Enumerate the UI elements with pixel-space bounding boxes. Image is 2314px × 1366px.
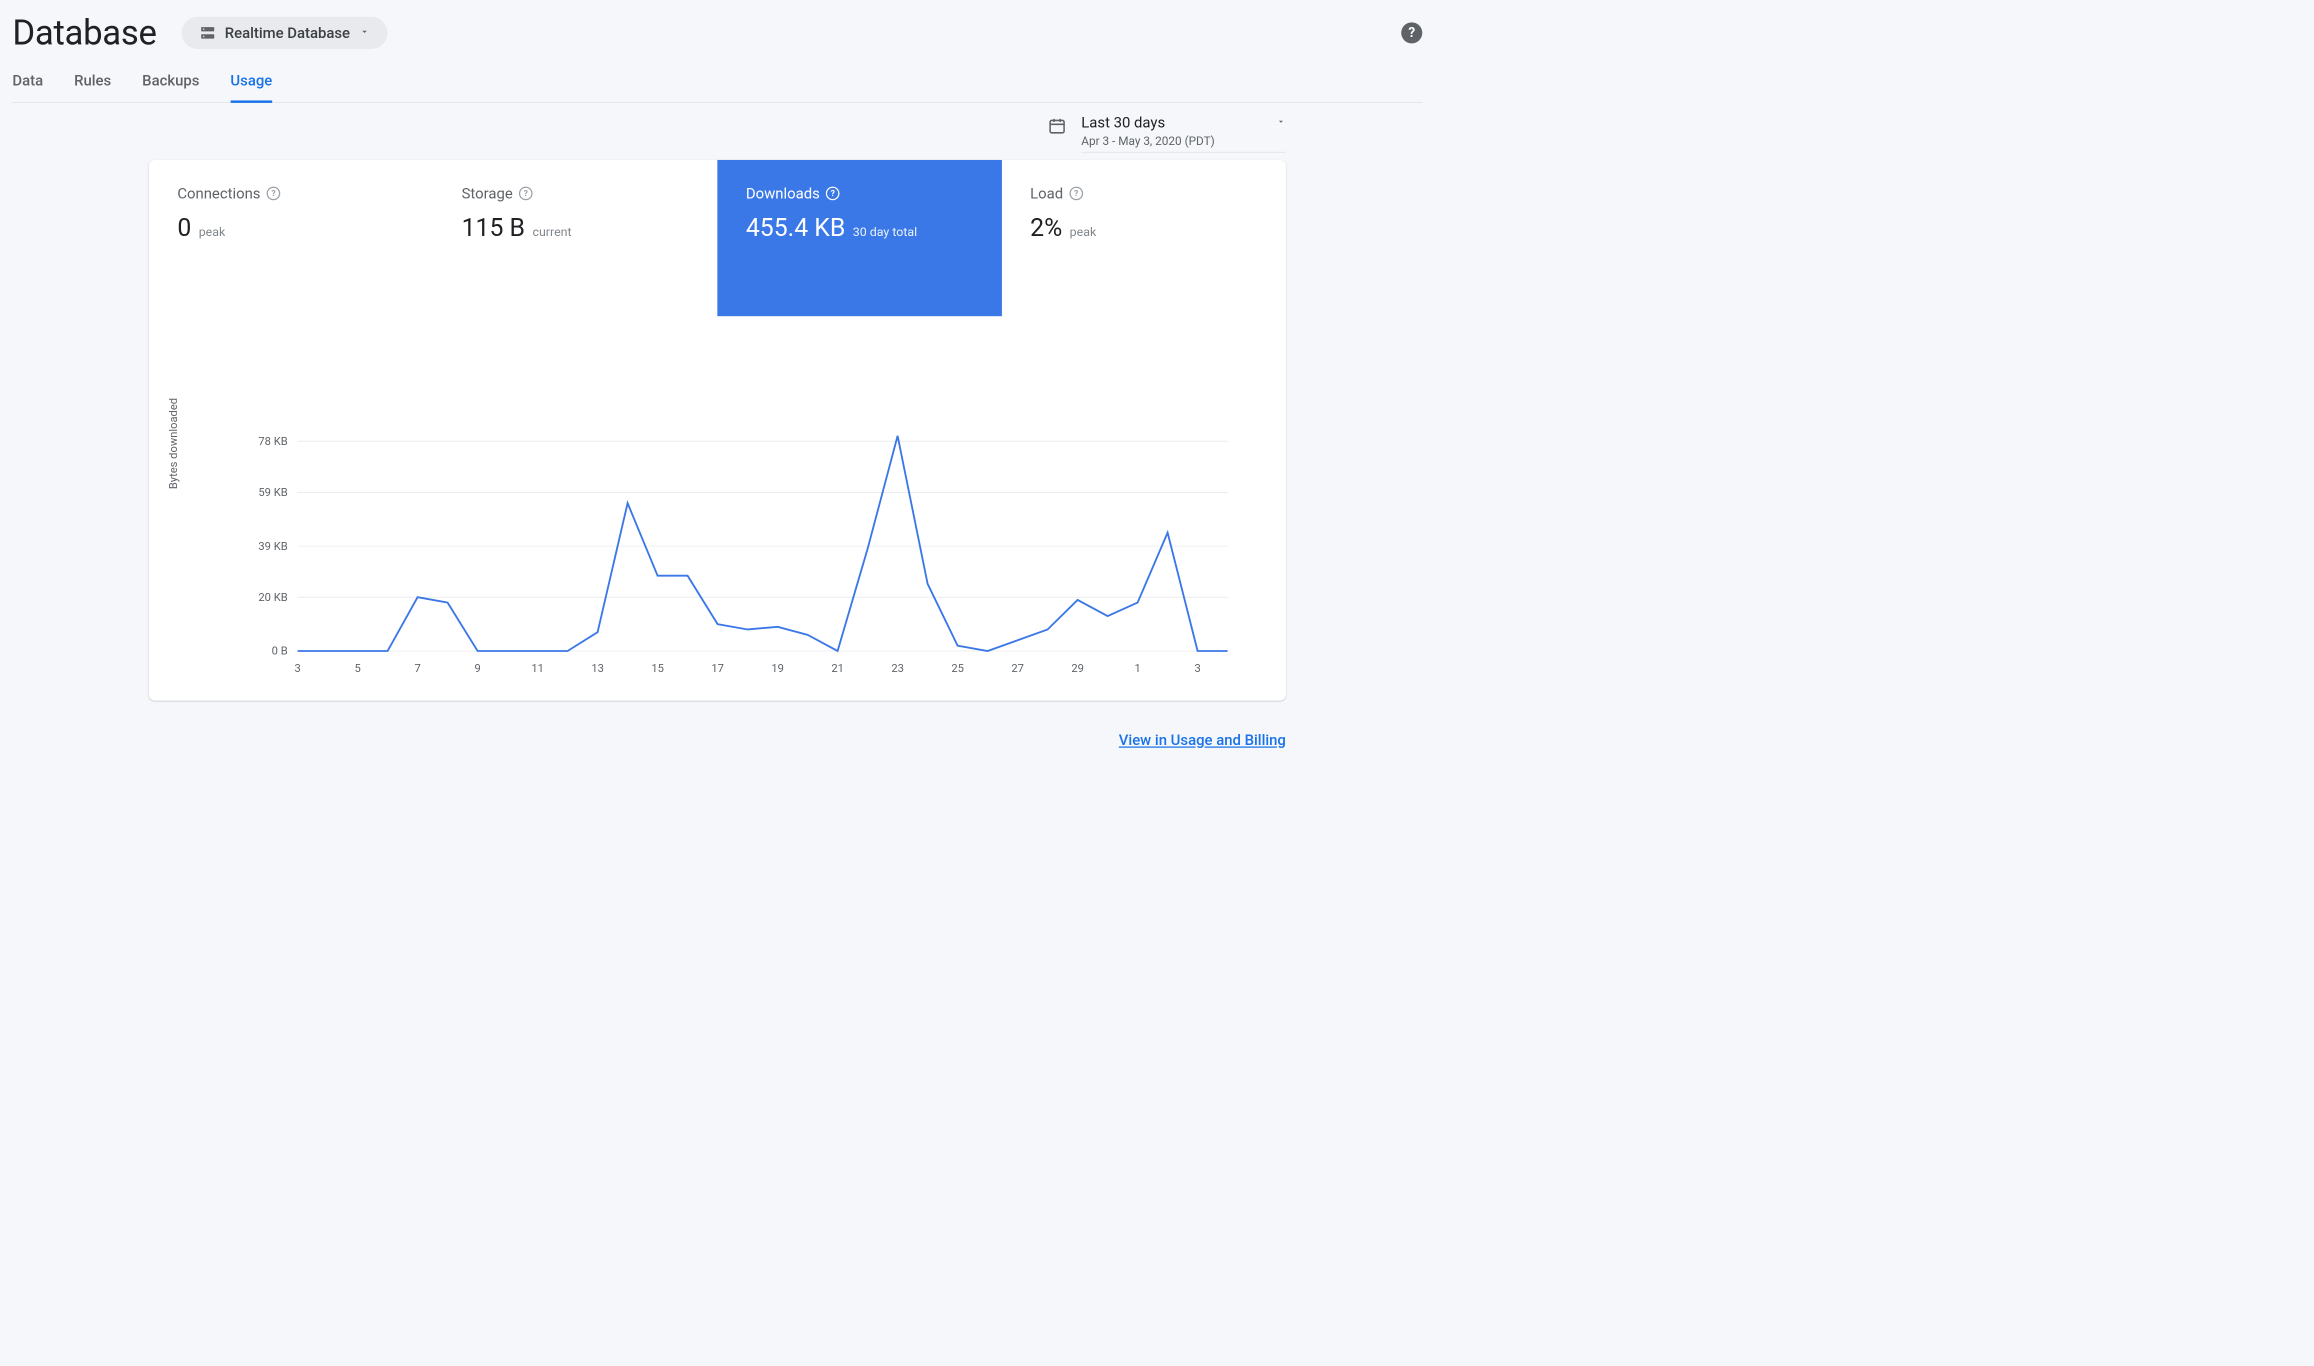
metric-title: Downloads (746, 185, 820, 202)
svg-text:3: 3 (294, 662, 300, 675)
svg-text:29: 29 (1071, 662, 1084, 675)
svg-text:20 KB: 20 KB (258, 591, 287, 604)
tab-data[interactable]: Data (12, 72, 43, 102)
svg-text:11: 11 (531, 662, 544, 675)
metric-connections[interactable]: Connections ? 0 peak (149, 160, 433, 316)
svg-text:17: 17 (711, 662, 724, 675)
metric-storage[interactable]: Storage ? 115 B current (433, 160, 717, 316)
metric-title-line: Load ? (1030, 185, 1257, 202)
metric-sub: current (532, 224, 571, 239)
metric-sub: peak (199, 224, 226, 239)
metric-sub: peak (1070, 224, 1097, 239)
svg-text:78 KB: 78 KB (258, 435, 287, 448)
metric-value: 0 (177, 213, 191, 242)
svg-text:15: 15 (651, 662, 664, 675)
metric-value-line: 0 peak (177, 213, 404, 242)
metric-load[interactable]: Load ? 2% peak (1002, 160, 1286, 316)
help-icon[interactable]: ? (1401, 22, 1422, 43)
metric-value: 2% (1030, 213, 1062, 242)
database-icon (199, 24, 216, 41)
metric-sub: 30 day total (853, 224, 917, 239)
help-icon[interactable]: ? (826, 187, 840, 201)
date-range-picker[interactable]: Last 30 days Apr 3 - May 3, 2020 (PDT) (1048, 114, 1286, 152)
date-range-label: Last 30 days (1081, 114, 1165, 131)
usage-card: Connections ? 0 peak Storage ? 115 B cur… (149, 160, 1286, 701)
metric-title: Storage (462, 185, 513, 202)
database-selector-label: Realtime Database (225, 24, 350, 41)
chevron-down-icon (359, 26, 370, 40)
y-axis-label: Bytes downloaded (167, 398, 180, 489)
metric-title: Connections (177, 185, 260, 202)
chevron-down-icon (1276, 117, 1286, 129)
metric-value-line: 115 B current (462, 213, 689, 242)
view-usage-billing-link[interactable]: View in Usage and Billing (1119, 732, 1286, 749)
metric-value: 455.4 KB (746, 213, 845, 242)
header-left: Database Realtime Database (12, 12, 387, 53)
metric-title-line: Downloads ? (746, 185, 973, 202)
svg-text:27: 27 (1011, 662, 1024, 675)
date-top-line: Last 30 days (1081, 114, 1286, 131)
footer-link-row: View in Usage and Billing (12, 732, 1285, 749)
metric-title-line: Storage ? (462, 185, 689, 202)
svg-text:13: 13 (591, 662, 604, 675)
svg-text:3: 3 (1194, 662, 1200, 675)
chart-container: Bytes downloaded 0 B 20 KB 39 KB 59 KB 78 KB… (149, 316, 1286, 682)
metric-value: 115 B (462, 213, 525, 242)
tabs: Data Rules Backups Usage (12, 72, 1422, 103)
tab-backups[interactable]: Backups (142, 72, 199, 102)
svg-text:21: 21 (831, 662, 844, 675)
svg-text:19: 19 (771, 662, 784, 675)
tab-rules[interactable]: Rules (74, 72, 111, 102)
date-range-sub: Apr 3 - May 3, 2020 (PDT) (1081, 134, 1286, 148)
tab-usage[interactable]: Usage (230, 72, 272, 103)
calendar-icon (1048, 117, 1067, 138)
svg-text:25: 25 (951, 662, 964, 675)
metric-value-line: 2% peak (1030, 213, 1257, 242)
date-row: Last 30 days Apr 3 - May 3, 2020 (PDT) (12, 114, 1285, 152)
help-icon[interactable]: ? (1069, 187, 1083, 201)
page-title: Database (12, 12, 156, 53)
svg-text:1: 1 (1134, 662, 1140, 675)
svg-text:23: 23 (891, 662, 904, 675)
metric-value-line: 455.4 KB 30 day total (746, 213, 973, 242)
svg-text:39 KB: 39 KB (258, 540, 287, 553)
svg-text:0 B: 0 B (272, 645, 288, 658)
metric-title-line: Connections ? (177, 185, 404, 202)
downloads-chart: 0 B20 KB39 KB59 KB78 KB35791113151719212… (186, 422, 1252, 682)
svg-text:5: 5 (354, 662, 360, 675)
help-icon[interactable]: ? (267, 187, 281, 201)
metric-downloads[interactable]: Downloads ? 455.4 KB 30 day total (717, 160, 1001, 316)
help-icon[interactable]: ? (519, 187, 533, 201)
svg-text:9: 9 (474, 662, 480, 675)
database-selector[interactable]: Realtime Database (181, 17, 387, 49)
metric-title: Load (1030, 185, 1063, 202)
svg-text:59 KB: 59 KB (258, 486, 287, 499)
metrics-row: Connections ? 0 peak Storage ? 115 B cur… (149, 160, 1286, 316)
svg-text:7: 7 (414, 662, 420, 675)
date-texts: Last 30 days Apr 3 - May 3, 2020 (PDT) (1081, 114, 1286, 152)
header: Database Realtime Database ? (12, 12, 1422, 53)
